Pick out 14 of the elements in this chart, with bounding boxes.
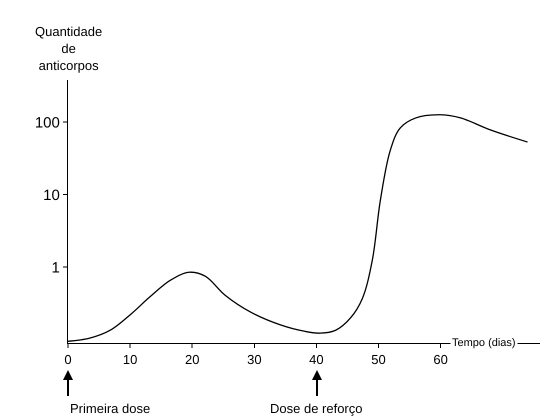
y-axis-title: Quantidade de anticorpos (35, 24, 102, 73)
y-tick-label: 1 (52, 259, 60, 276)
text: Dose de reforço (270, 401, 362, 416)
text: Primeira dose (70, 401, 150, 416)
x-tick-label: 10 (122, 352, 138, 367)
y-tick-label: 100 (34, 114, 60, 132)
x-tick-label: 30 (247, 352, 262, 367)
x-tick-label: 60 (433, 352, 448, 367)
x-tick-label: 40 (309, 352, 324, 367)
y-tick-label: 10 (43, 186, 60, 204)
x-tick-label: 50 (371, 352, 386, 367)
x-axis-title: Tempo (dias) (452, 337, 516, 349)
x-tick-label: 20 (184, 352, 200, 367)
x-tick-label: 0 (64, 352, 72, 367)
